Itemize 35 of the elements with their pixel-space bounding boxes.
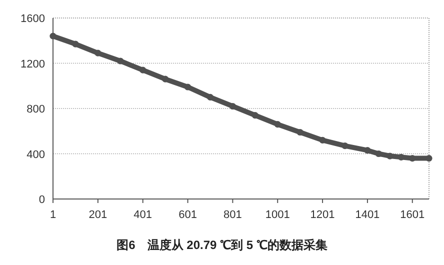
point — [296, 128, 304, 136]
point — [386, 152, 394, 160]
point — [72, 40, 79, 48]
y-tick-label: 1200 — [20, 58, 45, 70]
point — [117, 58, 124, 64]
x-tick-label: 401 — [134, 209, 152, 221]
x-tick-label: 801 — [224, 209, 242, 221]
y-tick-label: 1600 — [20, 13, 45, 25]
point — [409, 154, 416, 162]
point — [274, 121, 281, 128]
x-tick-label: 1201 — [310, 209, 335, 221]
point — [50, 32, 56, 40]
text: 图6 温度从 20.79 ℃到 5 ℃的数据采集 — [116, 238, 328, 252]
x-tick-label: 1401 — [355, 209, 380, 221]
point — [364, 147, 371, 154]
x-tick-label: 1001 — [265, 209, 290, 221]
point — [426, 154, 432, 162]
point — [184, 84, 192, 90]
y-tick-label: 0 — [38, 194, 45, 206]
point — [342, 142, 348, 150]
y-tick-label: 800 — [26, 104, 45, 116]
point — [398, 154, 404, 160]
point — [162, 76, 169, 82]
x-tick-label: 1 — [50, 209, 56, 221]
y-tick-label: 400 — [26, 148, 45, 161]
point — [229, 102, 236, 110]
x-tick-label: 201 — [88, 209, 108, 221]
x-tick-label: 601 — [178, 209, 197, 221]
x-tick-label: 1601 — [400, 209, 425, 221]
point — [319, 136, 326, 144]
point — [375, 150, 382, 158]
point — [140, 66, 146, 74]
point — [252, 112, 258, 119]
point — [94, 50, 102, 56]
point — [206, 94, 214, 100]
